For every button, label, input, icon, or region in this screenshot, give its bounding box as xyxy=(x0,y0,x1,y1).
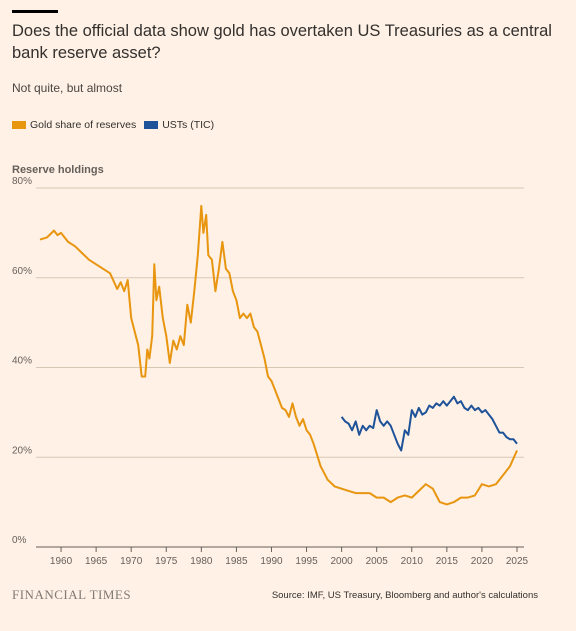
grid-lines xyxy=(36,187,524,548)
x-tick-label: 1975 xyxy=(155,556,178,567)
x-tick-label: 1985 xyxy=(225,556,248,567)
legend-label-gold: Gold share of reserves xyxy=(30,119,137,131)
y-tick-label: 20% xyxy=(12,445,32,456)
y-axis-title: Reserve holdings xyxy=(12,164,104,176)
x-tick-label: 2020 xyxy=(471,556,494,567)
x-tick-label: 1980 xyxy=(190,556,213,567)
x-tick-labels: 1960 1965 1970 1975 1980 1985 1990 1995 2000 2005… xyxy=(50,547,529,567)
legend-item-usts: USTs (TIC) xyxy=(144,119,214,131)
x-tick-label: 1960 xyxy=(50,556,73,567)
x-tick-label: 2010 xyxy=(401,556,424,567)
y-tick-labels: 0% 20% 40% 60% 80% xyxy=(12,176,32,546)
legend-swatch-gold xyxy=(12,121,26,129)
brand-logo-text: FINANCIAL TIMES xyxy=(12,587,132,602)
x-tick-label: 2000 xyxy=(330,556,353,567)
x-tick-label: 2015 xyxy=(436,556,459,567)
y-tick-label: 80% xyxy=(12,176,32,187)
y-tick-label: 0% xyxy=(12,535,27,546)
series-line-gold xyxy=(39,204,518,506)
series-line-usts xyxy=(340,395,518,452)
x-tick-label: 2005 xyxy=(366,556,389,567)
legend: Gold share of reserves USTs (TIC) xyxy=(12,119,222,131)
x-tick-label: 1970 xyxy=(120,556,143,567)
y-tick-label: 60% xyxy=(12,266,32,277)
legend-swatch-usts xyxy=(144,121,159,129)
legend-label-usts: USTs (TIC) xyxy=(162,119,215,131)
y-tick-label: 40% xyxy=(12,356,32,367)
x-tick-label: 1990 xyxy=(260,556,283,567)
title-accent-bar xyxy=(12,10,58,13)
x-tick-label: 2025 xyxy=(506,556,529,567)
chart-subtitle: Not quite, but almost xyxy=(12,81,123,95)
legend-item-gold: Gold share of reserves xyxy=(12,119,136,131)
x-tick-label: 1965 xyxy=(85,556,108,567)
source-note: Source: IMF, US Treasury, Bloomberg and … xyxy=(271,590,538,601)
x-tick-label: 1995 xyxy=(295,556,318,567)
series-lines xyxy=(39,204,518,506)
chart-title: Does the official data show gold has ove… xyxy=(12,22,552,62)
